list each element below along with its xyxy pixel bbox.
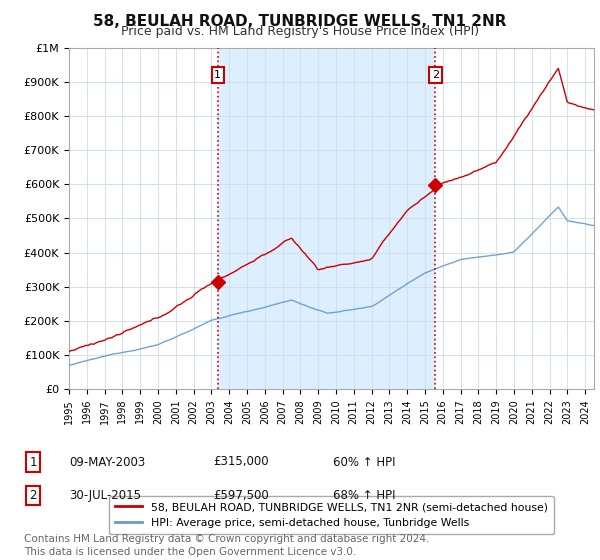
Legend: 58, BEULAH ROAD, TUNBRIDGE WELLS, TN1 2NR (semi-detached house), HPI: Average pr: 58, BEULAH ROAD, TUNBRIDGE WELLS, TN1 2N…: [109, 496, 554, 534]
Text: 58, BEULAH ROAD, TUNBRIDGE WELLS, TN1 2NR: 58, BEULAH ROAD, TUNBRIDGE WELLS, TN1 2N…: [93, 14, 507, 29]
Text: 2: 2: [431, 70, 439, 80]
Text: 1: 1: [214, 70, 221, 80]
Text: 1: 1: [29, 455, 37, 469]
Text: £597,500: £597,500: [213, 489, 269, 502]
Text: 30-JUL-2015: 30-JUL-2015: [69, 489, 141, 502]
Text: £315,000: £315,000: [213, 455, 269, 469]
Text: 68% ↑ HPI: 68% ↑ HPI: [333, 489, 395, 502]
Text: Contains HM Land Registry data © Crown copyright and database right 2024.
This d: Contains HM Land Registry data © Crown c…: [24, 534, 430, 557]
Text: 60% ↑ HPI: 60% ↑ HPI: [333, 455, 395, 469]
Text: 09-MAY-2003: 09-MAY-2003: [69, 455, 145, 469]
Bar: [218, 48, 435, 389]
Text: 2: 2: [29, 489, 37, 502]
Text: Price paid vs. HM Land Registry's House Price Index (HPI): Price paid vs. HM Land Registry's House …: [121, 25, 479, 38]
